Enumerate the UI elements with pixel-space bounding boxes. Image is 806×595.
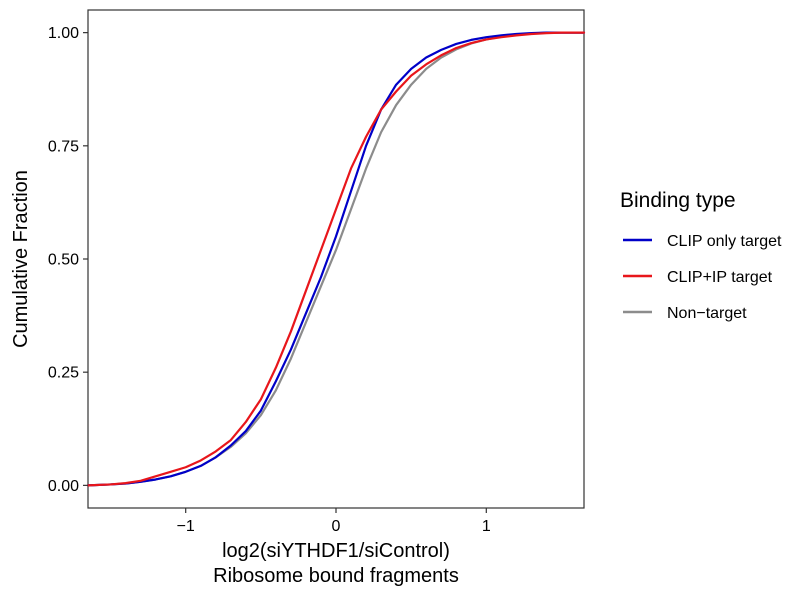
- x-axis-title-line-2: Ribosome bound fragments: [213, 565, 459, 587]
- series-layer: [86, 31, 586, 487]
- y-axis-title: Cumulative Fraction: [10, 170, 32, 348]
- y-tick-label: 0.00: [48, 478, 79, 495]
- legend: Binding type CLIP only target CLIP+IP tar…: [620, 189, 782, 322]
- y-tick-label: 1.00: [48, 25, 79, 42]
- legend-label: CLIP+IP target: [667, 269, 773, 286]
- plot-panel: [87, 9, 585, 509]
- series-line-0: [86, 31, 586, 487]
- y-tick-label: 0.50: [48, 252, 79, 269]
- legend-title: Binding type: [620, 189, 736, 212]
- y-tick-label: 0.75: [48, 138, 79, 155]
- x-axis-title-line-1: log2(siYTHDF1/siControl): [222, 540, 450, 562]
- y-tick-label: 0.25: [48, 365, 79, 382]
- y-axis-ticks: 0.00 0.25 0.50 0.75 1.00: [48, 25, 88, 495]
- x-tick-label: 0: [332, 518, 341, 535]
- legend-label: CLIP only target: [667, 233, 782, 250]
- x-tick-label: −1: [177, 518, 195, 535]
- legend-label: Non−target: [667, 305, 747, 322]
- x-tick-label: 1: [482, 518, 491, 535]
- x-axis-ticks: −1 0 1: [177, 508, 491, 535]
- series-line-1: [86, 31, 586, 487]
